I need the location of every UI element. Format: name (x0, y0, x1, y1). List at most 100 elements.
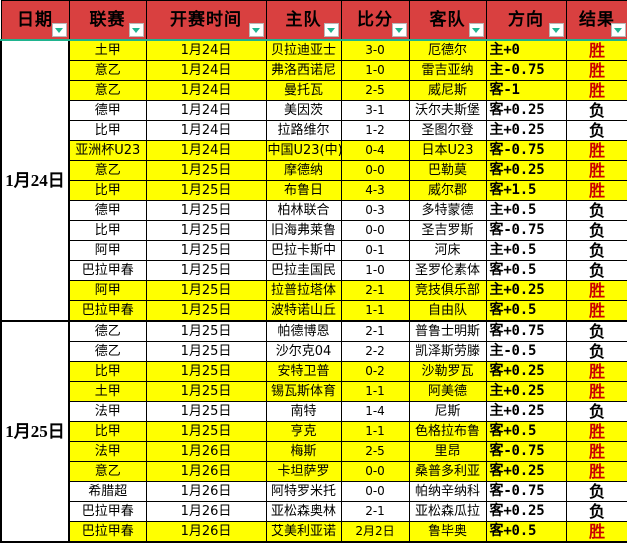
league-cell[interactable]: 阿甲 (68, 280, 147, 301)
table-row[interactable]: 巴拉甲春 1月25日 巴拉圭国民 1-0 圣罗伦素体 客+0.5 负 (1, 260, 627, 281)
kickoff-time-cell[interactable]: 1月26日 (145, 521, 267, 543)
table-row[interactable]: 意乙 1月24日 弗洛西诺尼 1-0 雷吉亚纳 主-0.75 胜 (1, 60, 627, 81)
away-team-cell[interactable]: 亚松森瓜拉 (408, 501, 487, 522)
table-row[interactable]: 法甲 1月26日 梅斯 2-5 里昂 客-0.75 胜 (1, 441, 627, 462)
away-team-cell[interactable]: 巴勒莫 (408, 160, 487, 181)
result-cell[interactable]: 胜 (565, 461, 627, 482)
column-header-date[interactable]: 日期 (0, 0, 70, 41)
column-header-home-team[interactable]: 主队 (265, 0, 342, 41)
score-cell[interactable]: 2-1 (340, 501, 410, 522)
kickoff-time-cell[interactable]: 1月24日 (145, 60, 267, 81)
group-date-cell[interactable]: 1月24日 (0, 39, 70, 322)
result-cell[interactable]: 胜 (565, 300, 627, 322)
result-cell[interactable]: 负 (565, 401, 627, 422)
league-cell[interactable]: 亚洲杯U23 (68, 140, 147, 161)
home-team-cell[interactable]: 亚松森奥林 (265, 501, 342, 522)
away-team-cell[interactable]: 尼斯 (408, 401, 487, 422)
result-cell[interactable]: 胜 (565, 39, 627, 61)
result-cell[interactable]: 胜 (565, 80, 627, 101)
home-team-cell[interactable]: 旧海弗莱鲁 (265, 220, 342, 241)
away-team-cell[interactable]: 日本U23 (408, 140, 487, 161)
direction-cell[interactable]: 客+0.5 (485, 300, 567, 322)
direction-cell[interactable]: 主-0.5 (485, 341, 567, 362)
result-cell[interactable]: 负 (565, 220, 627, 241)
direction-cell[interactable]: 主+0.25 (485, 401, 567, 422)
result-cell[interactable]: 负 (565, 120, 627, 141)
league-cell[interactable]: 德甲 (68, 200, 147, 221)
league-cell[interactable]: 巴拉甲春 (68, 501, 147, 522)
home-team-cell[interactable]: 美因茨 (265, 100, 342, 121)
score-cell[interactable]: 1-0 (340, 60, 410, 81)
filter-dropdown-icon[interactable] (248, 23, 264, 37)
league-cell[interactable]: 土甲 (68, 39, 147, 61)
kickoff-time-cell[interactable]: 1月25日 (145, 160, 267, 181)
direction-cell[interactable]: 客+0.25 (485, 361, 567, 382)
direction-cell[interactable]: 主+0 (485, 39, 567, 61)
kickoff-time-cell[interactable]: 1月25日 (145, 280, 267, 301)
home-team-cell[interactable]: 拉路维尔 (265, 120, 342, 141)
result-cell[interactable]: 胜 (565, 280, 627, 301)
table-row[interactable]: 比甲 1月25日 旧海弗莱鲁 0-0 圣吉罗斯 客-0.75 负 (1, 220, 627, 241)
direction-cell[interactable]: 客+0.5 (485, 421, 567, 442)
score-cell[interactable]: 1-1 (340, 421, 410, 442)
home-team-cell[interactable]: 沙尔克04 (265, 341, 342, 362)
home-team-cell[interactable]: 贝拉迪亚士 (265, 39, 342, 61)
away-team-cell[interactable]: 凯泽斯劳滕 (408, 341, 487, 362)
kickoff-time-cell[interactable]: 1月25日 (145, 341, 267, 362)
kickoff-time-cell[interactable]: 1月25日 (145, 200, 267, 221)
result-cell[interactable]: 胜 (565, 361, 627, 382)
league-cell[interactable]: 德乙 (68, 320, 147, 342)
score-cell[interactable]: 1-2 (340, 120, 410, 141)
result-cell[interactable]: 胜 (565, 180, 627, 201)
away-team-cell[interactable]: 厄德尔 (408, 39, 487, 61)
league-cell[interactable]: 德甲 (68, 100, 147, 121)
score-cell[interactable]: 0-1 (340, 240, 410, 261)
kickoff-time-cell[interactable]: 1月24日 (145, 120, 267, 141)
direction-cell[interactable]: 主+0.5 (485, 200, 567, 221)
direction-cell[interactable]: 客-0.75 (485, 441, 567, 462)
filter-dropdown-icon[interactable] (468, 23, 484, 37)
result-cell[interactable]: 胜 (565, 60, 627, 81)
table-row[interactable]: 希腊超 1月26日 阿特罗米托 0-0 帕纳辛纳科 客-0.75 负 (1, 481, 627, 502)
table-row[interactable]: 阿甲 1月25日 巴拉卡斯中 0-1 河床 主+0.5 负 (1, 240, 627, 261)
away-team-cell[interactable]: 多特蒙德 (408, 200, 487, 221)
score-cell[interactable]: 0-2 (340, 361, 410, 382)
home-team-cell[interactable]: 巴拉圭国民 (265, 260, 342, 281)
league-cell[interactable]: 比甲 (68, 421, 147, 442)
direction-cell[interactable]: 主+0.25 (485, 120, 567, 141)
direction-cell[interactable]: 客+0.25 (485, 100, 567, 121)
direction-cell[interactable]: 客+0.25 (485, 501, 567, 522)
away-team-cell[interactable]: 帕纳辛纳科 (408, 481, 487, 502)
home-team-cell[interactable]: 摩德纳 (265, 160, 342, 181)
table-row[interactable]: 1月24日 土甲 1月24日 贝拉迪亚士 3-0 厄德尔 主+0 胜 (0, 39, 627, 322)
table-row[interactable]: 土甲 1月25日 锡瓦斯体育 1-1 阿美德 主+0.25 胜 (1, 381, 627, 402)
table-row[interactable]: 法甲 1月25日 南特 1-4 尼斯 主+0.25 负 (1, 401, 627, 422)
direction-cell[interactable]: 客+1.5 (485, 180, 567, 201)
kickoff-time-cell[interactable]: 1月25日 (145, 401, 267, 422)
away-team-cell[interactable]: 竞技俱乐部 (408, 280, 487, 301)
column-header-score[interactable]: 比分 (340, 0, 410, 41)
table-row[interactable]: 德甲 1月24日 美因茨 3-1 沃尔夫斯堡 客+0.25 负 (1, 100, 627, 121)
away-team-cell[interactable]: 威尔郡 (408, 180, 487, 201)
kickoff-time-cell[interactable]: 1月25日 (145, 361, 267, 382)
score-cell[interactable]: 2-1 (340, 320, 410, 342)
result-cell[interactable]: 负 (565, 341, 627, 362)
result-cell[interactable]: 负 (565, 100, 627, 121)
score-cell[interactable]: 1-1 (340, 381, 410, 402)
score-cell[interactable]: 2-1 (340, 280, 410, 301)
table-row[interactable]: 巴拉甲春 1月26日 亚松森奥林 2-1 亚松森瓜拉 客+0.25 负 (1, 501, 627, 522)
score-cell[interactable]: 0-0 (340, 481, 410, 502)
column-header-league[interactable]: 联赛 (68, 0, 147, 41)
home-team-cell[interactable]: 安特卫普 (265, 361, 342, 382)
score-cell[interactable]: 3-0 (340, 39, 410, 61)
filter-dropdown-icon[interactable] (610, 23, 626, 37)
league-cell[interactable]: 巴拉甲春 (68, 521, 147, 543)
score-cell[interactable]: 2-2 (340, 341, 410, 362)
home-team-cell[interactable]: 帕德博恩 (265, 320, 342, 342)
score-cell[interactable]: 2-5 (340, 80, 410, 101)
away-team-cell[interactable]: 色格拉布鲁 (408, 421, 487, 442)
league-cell[interactable]: 巴拉甲春 (68, 260, 147, 281)
home-team-cell[interactable]: 弗洛西诺尼 (265, 60, 342, 81)
result-cell[interactable]: 胜 (565, 140, 627, 161)
league-cell[interactable]: 德乙 (68, 341, 147, 362)
